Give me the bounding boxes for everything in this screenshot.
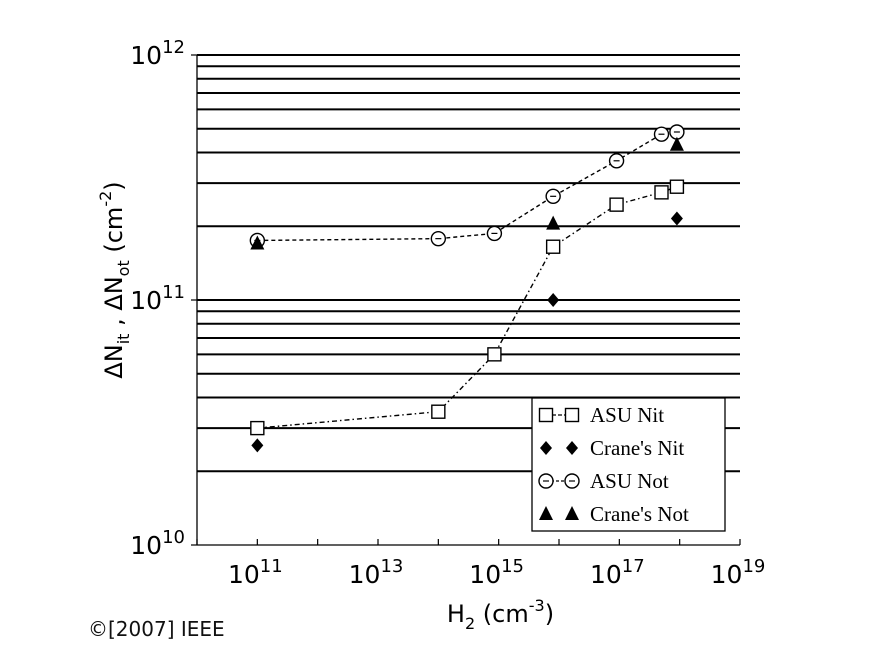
- y-axis-label: ΔNit , ΔNot (cm-2): [96, 181, 133, 378]
- series-crane-s-not: [250, 136, 684, 250]
- axes: [191, 54, 741, 546]
- legend-label: Crane's Not: [590, 502, 689, 526]
- data-point: [547, 293, 560, 307]
- legend-marker: [539, 506, 553, 520]
- data-point: [608, 153, 625, 169]
- data-point: [545, 188, 561, 205]
- legend-label: ASU Nit: [590, 403, 664, 427]
- series-crane-s-nit: [251, 211, 683, 453]
- data-point: [487, 347, 502, 362]
- data-point: [654, 185, 669, 200]
- x-tick-label: 1013: [349, 556, 404, 589]
- y-tick-label: 1010: [130, 527, 185, 560]
- legend-marker: [564, 473, 580, 489]
- legend-marker: [565, 506, 579, 520]
- series-asu-nit: [250, 179, 685, 436]
- legend-item: Crane's Nit: [540, 436, 684, 460]
- legend-label: ASU Not: [590, 469, 669, 493]
- series-line: [257, 131, 678, 242]
- data-point: [609, 197, 624, 212]
- legend-marker: [566, 441, 578, 455]
- x-tick-label: 1019: [711, 556, 766, 589]
- series-line: [257, 186, 678, 429]
- legend-item: Crane's Not: [539, 502, 689, 526]
- y-tick-label: 1011: [130, 282, 185, 315]
- data-series: [249, 124, 685, 453]
- data-point: [431, 404, 446, 419]
- data-point: [486, 225, 503, 242]
- series-asu-not: [249, 124, 685, 249]
- data-point: [653, 126, 670, 142]
- legend-marker: [540, 441, 552, 455]
- data-point: [250, 420, 265, 436]
- legend-marker: [564, 407, 580, 423]
- legend-box: [531, 397, 726, 532]
- x-tick-label: 1015: [469, 556, 524, 589]
- gridlines: [197, 54, 740, 473]
- x-tick-label: 1017: [590, 556, 645, 589]
- copyright-notice: ©[2007] IEEE: [88, 617, 225, 641]
- data-point: [430, 230, 447, 247]
- x-axis-label: H2 (cm-3): [447, 596, 554, 633]
- data-point: [669, 179, 685, 194]
- x-tick-label: 1011: [228, 556, 283, 589]
- tick-labels: 1011 1013 1015 1017 1019 1010 1011 1012: [130, 37, 765, 589]
- data-point: [670, 211, 683, 226]
- legend: ASU Nit Crane's Nit ASU Not Crane's Not: [531, 397, 726, 532]
- axis-labels: H2 (cm-3) ΔNit , ΔNot (cm-2): [96, 181, 554, 633]
- data-point: [669, 136, 684, 151]
- legend-marker: [538, 473, 554, 489]
- legend-item: ASU Not: [538, 469, 669, 493]
- data-point: [545, 239, 561, 254]
- data-point: [546, 215, 561, 230]
- legend-marker: [538, 407, 554, 423]
- data-point: [251, 438, 264, 453]
- legend-item: ASU Nit: [538, 403, 664, 427]
- legend-label: Crane's Nit: [590, 436, 684, 460]
- y-tick-label: 1012: [130, 37, 185, 70]
- data-point: [250, 235, 265, 250]
